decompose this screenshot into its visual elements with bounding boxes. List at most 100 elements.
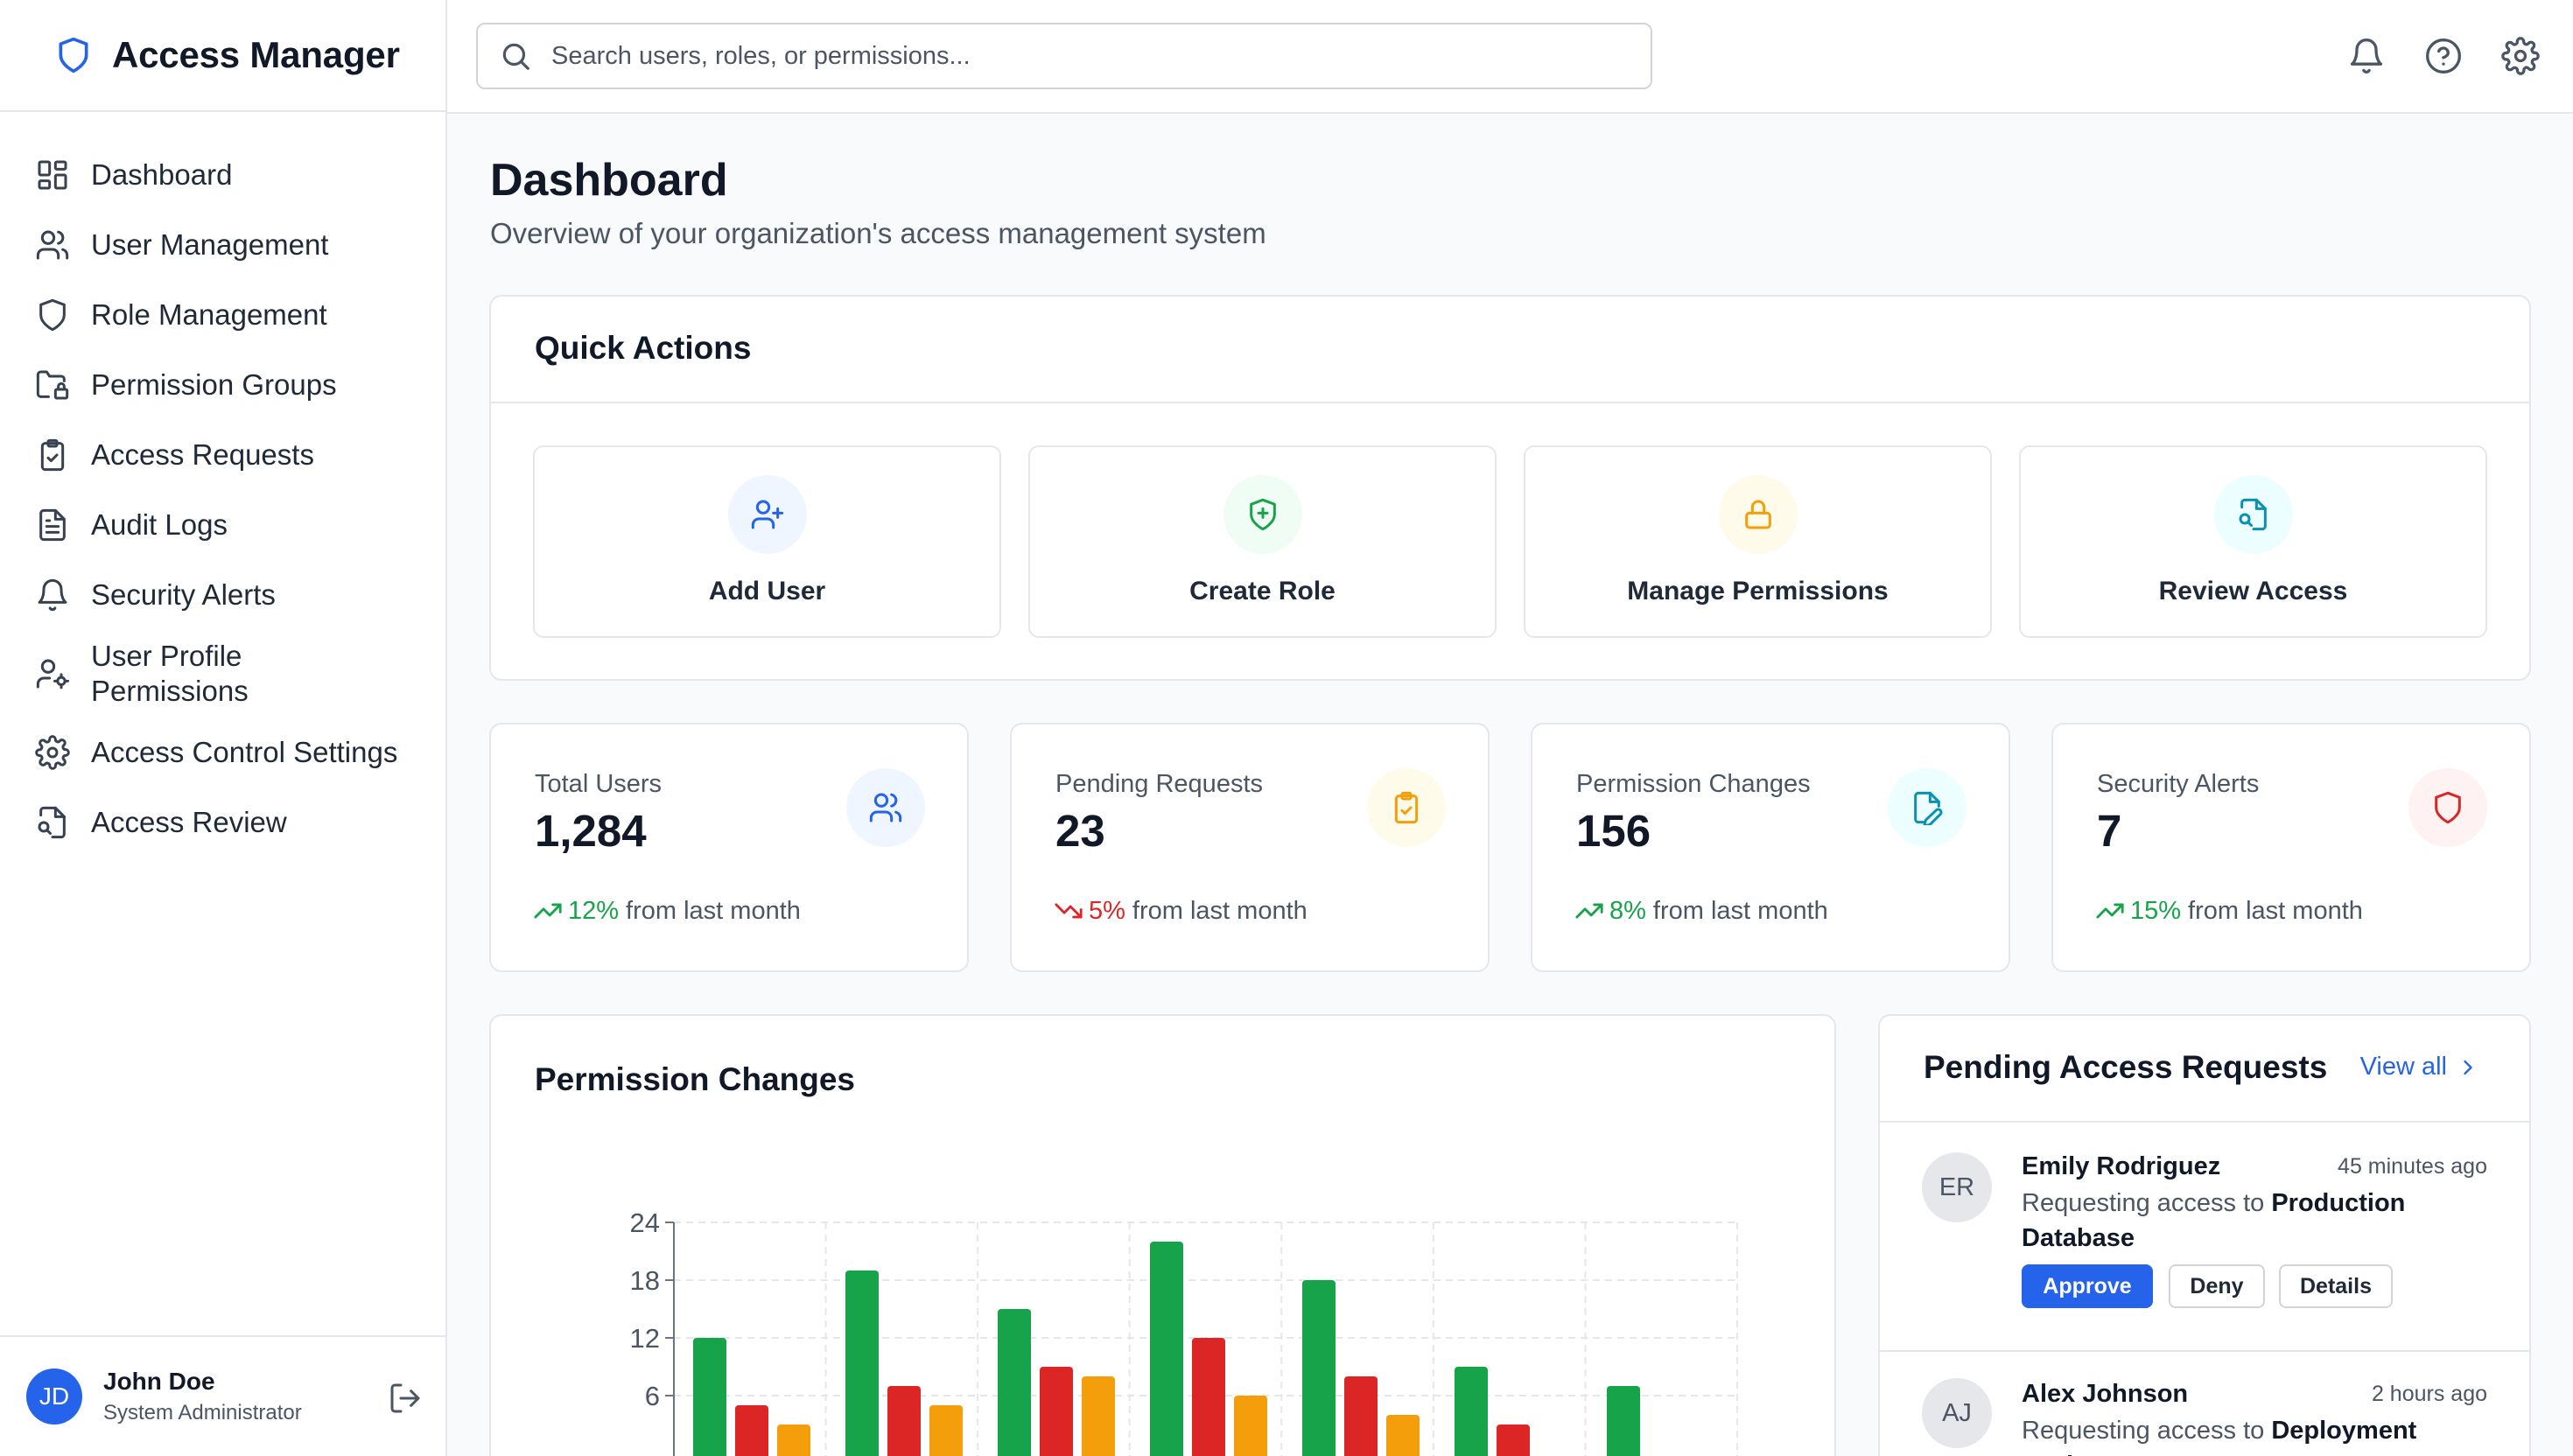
sidebar-item-label: User Profile Permissions [91,640,249,707]
trend-percent: 15% [2130,896,2182,925]
review-access-button[interactable]: Review Access [2019,445,2487,638]
chart-bar [1082,1376,1115,1456]
trending-up-icon [1574,896,1604,926]
sidebar-item-user-profile-permissions[interactable]: User Profile Permissions [0,630,445,718]
chart-bar [998,1309,1031,1456]
chart-bar [1234,1396,1267,1456]
sidebar-item-access-control-settings[interactable]: Access Control Settings [0,718,445,788]
sidebar-item-role-management[interactable]: Role Management [0,280,445,350]
help-icon[interactable] [2424,37,2463,75]
user-info: John Doe System Administrator [103,1368,302,1425]
sidebar: Access Manager Dashboard User Management… [0,0,447,1456]
request-prefix: Requesting access to [2022,1417,2265,1445]
stat-label: Pending Requests [1055,770,1263,798]
chevron-right-icon [2456,1055,2480,1080]
request-description: Requesting access to Production Database [2022,1186,2477,1256]
chart-bar [1607,1386,1640,1456]
approve-button[interactable]: Approve [2022,1264,2153,1308]
sidebar-item-label: Permission Groups [91,368,337,401]
chart-title: Permission Changes [535,1061,856,1097]
trending-up-icon [2095,896,2125,926]
sidebar-item-label: Security Alerts [91,578,276,611]
search-bar[interactable] [476,23,1652,89]
sidebar-item-label: Audit Logs [91,508,228,541]
clipboard-check-icon [35,438,70,472]
stat-trend: 8% from last month [1574,896,1828,926]
clipboard-check-icon [1367,768,1446,847]
document-icon [35,508,70,542]
deny-button[interactable]: Deny [2169,1264,2265,1308]
trend-text: from last month [1652,896,1828,925]
trend-text: from last month [1132,896,1308,925]
pending-requests-card: Pending Access Requests View all ER Emil… [1878,1014,2531,1456]
view-all-link[interactable]: View all [2360,1053,2480,1082]
bell-icon[interactable] [2347,37,2386,75]
chart-bar [1344,1376,1378,1456]
chart-bar [1302,1280,1336,1456]
user-name: John Doe [103,1368,215,1395]
chart-bar [693,1338,726,1456]
avatar: AJ [1922,1378,1992,1448]
shield-icon [2408,768,2487,847]
y-tick-label: 12 [630,1323,660,1354]
stat-card-security-alerts: Security Alerts 7 15% from last month [2051,723,2531,972]
avatar[interactable]: JD [26,1368,82,1424]
divider [1880,1350,2529,1352]
folder-lock-icon [35,368,70,402]
trend-percent: 8% [1609,896,1646,925]
stat-value: 156 [1576,806,1651,856]
chart-bar [1497,1424,1530,1456]
stat-trend: 5% from last month [1054,896,1308,926]
sidebar-item-label: Access Requests [91,438,314,471]
permission-changes-chart: 6 12 18 24 [630,1208,1738,1456]
sidebar-item-security-alerts[interactable]: Security Alerts [0,560,445,630]
stat-value: 1,284 [535,806,647,856]
sidebar-item-dashboard[interactable]: Dashboard [0,140,445,210]
user-plus-icon [727,475,807,554]
stat-card-permission-changes: Permission Changes 156 8% from last mont… [1531,723,2010,972]
stat-card-total-users: Total Users 1,284 12% from last month [489,723,969,972]
sidebar-item-permission-groups[interactable]: Permission Groups [0,350,445,420]
file-edit-icon [1888,768,1967,847]
request-prefix: Requesting access to [2022,1189,2265,1217]
stat-trend: 15% from last month [2095,896,2363,926]
sidebar-item-audit-logs[interactable]: Audit Logs [0,490,445,560]
stat-trend: 12% from last month [533,896,801,926]
lock-icon [1718,475,1798,554]
add-user-button[interactable]: Add User [533,445,1001,638]
sidebar-item-user-management[interactable]: User Management [0,210,445,280]
sidebar-nav: Dashboard User Management Role Managemen… [0,112,445,858]
stat-label: Permission Changes [1576,770,1811,798]
user-profile-footer: JD John Doe System Administrator [0,1335,445,1456]
stat-card-pending-requests: Pending Requests 23 5% from last month [1010,723,1490,972]
sidebar-item-label: Dashboard [91,158,233,191]
users-icon [846,768,925,847]
request-time: 45 minutes ago [2338,1154,2487,1179]
y-tick-label: 24 [630,1208,660,1238]
logout-icon[interactable] [388,1381,423,1416]
gear-icon[interactable] [2501,37,2540,75]
page-title: Dashboard [490,155,728,206]
page-subtitle: Overview of your organization's access m… [490,217,1266,249]
request-target: Production Database [2022,1189,2406,1252]
chart-bar [777,1424,810,1456]
brand[interactable]: Access Manager [0,0,445,112]
quick-action-label: Review Access [2158,577,2348,606]
gear-icon [35,735,70,770]
avatar: ER [1922,1152,1992,1222]
search-input[interactable] [551,41,1602,71]
chart-bar [735,1405,768,1456]
chart-bar [1040,1367,1073,1456]
search-icon [499,39,532,73]
chart-bar [1455,1367,1488,1456]
trending-up-icon [533,896,563,926]
manage-permissions-button[interactable]: Manage Permissions [1524,445,1992,638]
sidebar-item-access-requests[interactable]: Access Requests [0,420,445,490]
details-button[interactable]: Details [2279,1264,2393,1308]
create-role-button[interactable]: Create Role [1028,445,1497,638]
sidebar-item-access-review[interactable]: Access Review [0,788,445,858]
stat-label: Security Alerts [2097,770,2260,798]
sidebar-item-label: Access Control Settings [91,736,398,768]
chart-bar [1386,1415,1420,1456]
trending-down-icon [1054,896,1083,926]
